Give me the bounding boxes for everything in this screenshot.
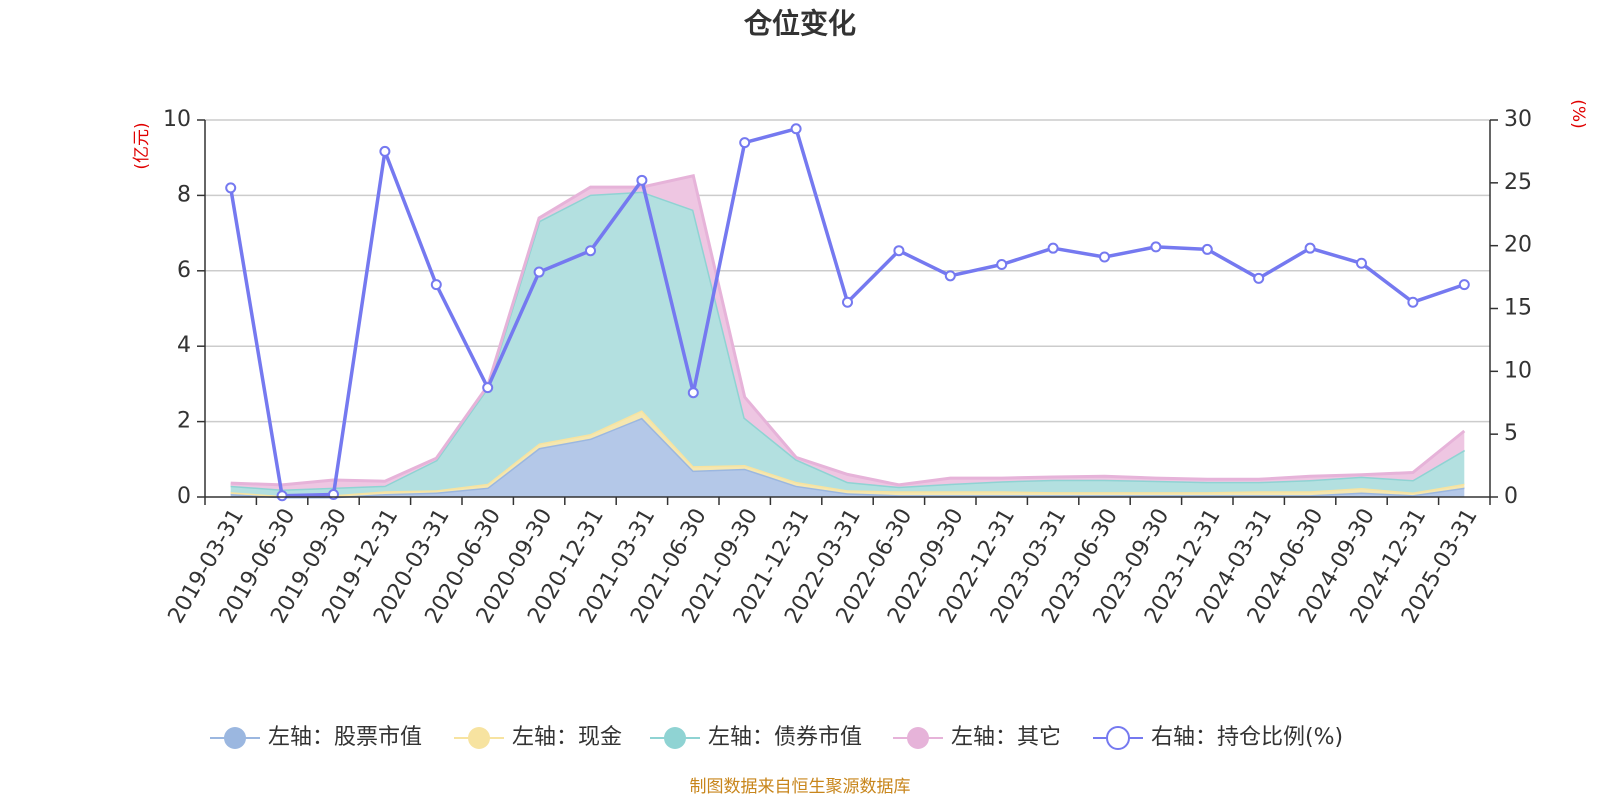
- ratio-point: [482, 382, 494, 394]
- ratio-point: [225, 182, 237, 194]
- ratio-point: [739, 137, 751, 149]
- legend-label: 左轴：股票市值: [268, 725, 422, 750]
- ratio-point: [430, 279, 442, 291]
- ratio-point: [790, 123, 802, 135]
- ratio-point: [533, 266, 545, 278]
- legend-label: 左轴：其它: [951, 725, 1061, 750]
- ratio-point: [842, 296, 853, 308]
- left-axis-tick-label: 6: [177, 258, 191, 283]
- ratio-point: [1099, 251, 1110, 263]
- ratio-point: [1150, 241, 1162, 253]
- ratio-point: [276, 490, 288, 502]
- ratio-point: [1047, 242, 1059, 254]
- right-axis-tick-label: 30: [1504, 107, 1532, 132]
- ratio-point: [1304, 242, 1316, 254]
- axes: 02468100510152025302019-03-312019-06-302…: [163, 107, 1532, 628]
- legend-marker: [1106, 726, 1130, 750]
- area-edge-左轴：其它: [230, 174, 1466, 487]
- right-axis-tick-label: 0: [1504, 484, 1518, 509]
- legend: 左轴：股票市值 左轴：现金 左轴：债券市值 左轴：其它 右轴：持仓比例(%): [210, 725, 1343, 750]
- ratio-point: [636, 174, 648, 186]
- grid: [205, 119, 1490, 423]
- area-edge-左轴：债券市值: [230, 190, 1466, 492]
- legend-marker: [664, 727, 686, 749]
- right-axis-tick-label: 15: [1504, 296, 1532, 321]
- left-axis-tick-label: 4: [177, 333, 191, 358]
- ratio-point: [1407, 296, 1419, 308]
- ratio-line: [225, 123, 1470, 502]
- legend-marker: [468, 727, 490, 749]
- left-axis-tick-label: 2: [177, 409, 191, 434]
- area-左轴：债券市值: [230, 191, 1465, 496]
- right-axis-tick-label: 10: [1504, 358, 1532, 383]
- legend-marker: [907, 727, 929, 749]
- ratio-point: [687, 387, 699, 399]
- right-axis-tick-label: 5: [1504, 421, 1518, 446]
- left-axis-unit: (亿元): [132, 122, 152, 169]
- ratio-line-path: [228, 127, 1465, 498]
- legend-label: 左轴：现金: [512, 725, 622, 750]
- left-axis-tick-label: 0: [177, 484, 191, 509]
- ratio-point: [996, 259, 1008, 271]
- area-左轴：股票市值: [230, 417, 1465, 497]
- ratio-point: [1201, 243, 1213, 255]
- ratio-point: [1253, 272, 1265, 284]
- chart-title: 仓位变化: [744, 7, 856, 40]
- left-axis-tick-label: 10: [163, 107, 191, 132]
- ratio-point: [1458, 279, 1470, 291]
- legend-label: 右轴：持仓比例(%): [1151, 725, 1343, 750]
- left-axis-tick-label: 8: [177, 182, 191, 207]
- ratio-point: [893, 245, 905, 257]
- ratio-point: [1356, 257, 1367, 269]
- right-axis-unit: (%): [1568, 99, 1588, 128]
- ratio-point: [585, 245, 596, 257]
- stacked-areas: [230, 174, 1466, 499]
- source-note: 制图数据来自恒生聚源数据库: [690, 777, 911, 797]
- ratio-point: [379, 145, 391, 157]
- area-左轴：其它: [230, 175, 1465, 490]
- right-axis-tick-label: 20: [1504, 233, 1532, 258]
- legend-label: 左轴：债券市值: [708, 725, 862, 750]
- ratio-point: [944, 270, 956, 282]
- right-axis-tick-label: 25: [1504, 170, 1532, 195]
- legend-marker: [224, 727, 246, 749]
